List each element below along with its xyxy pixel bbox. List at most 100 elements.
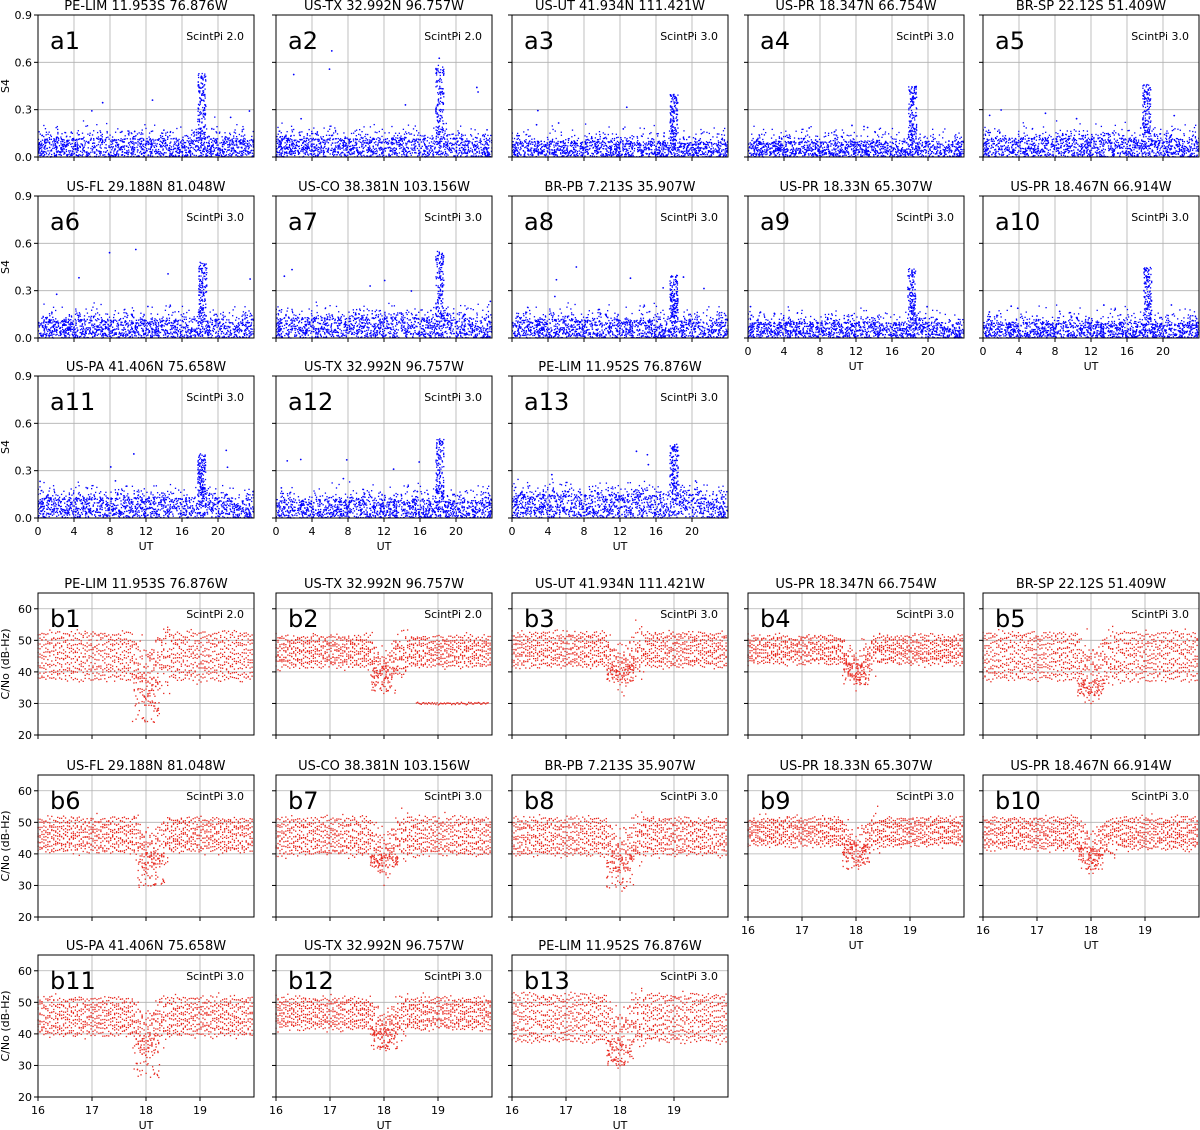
data-point bbox=[53, 154, 56, 156]
data-point bbox=[74, 144, 77, 147]
data-point bbox=[321, 138, 323, 140]
data-point bbox=[62, 143, 65, 145]
data-point bbox=[165, 147, 167, 149]
data-point bbox=[595, 149, 598, 151]
data-point bbox=[339, 146, 341, 148]
data-point bbox=[276, 148, 278, 150]
data-point bbox=[523, 131, 525, 133]
data-point bbox=[324, 145, 326, 148]
data-point bbox=[405, 136, 407, 139]
data-point bbox=[189, 152, 191, 154]
data-point bbox=[624, 126, 626, 128]
data-point bbox=[212, 146, 215, 149]
data-point bbox=[486, 129, 488, 131]
data-point bbox=[441, 101, 443, 104]
data-point bbox=[662, 150, 664, 152]
data-point bbox=[602, 132, 604, 134]
data-point bbox=[322, 150, 324, 152]
data-point bbox=[316, 131, 319, 133]
data-point bbox=[278, 143, 280, 145]
data-point bbox=[807, 153, 810, 155]
data-point bbox=[405, 155, 408, 157]
data-point bbox=[228, 137, 230, 139]
data-point bbox=[449, 137, 452, 140]
data-point bbox=[358, 146, 361, 149]
data-point bbox=[178, 143, 180, 145]
data-point bbox=[598, 130, 601, 133]
data-point bbox=[438, 146, 440, 148]
data-point bbox=[810, 125, 812, 128]
data-point bbox=[461, 139, 463, 141]
data-point bbox=[242, 125, 244, 128]
data-point bbox=[200, 151, 202, 154]
data-point bbox=[649, 143, 651, 145]
data-point bbox=[288, 144, 291, 146]
data-point bbox=[44, 128, 47, 130]
data-point bbox=[40, 150, 42, 153]
data-point bbox=[363, 150, 365, 153]
data-point bbox=[436, 69, 438, 72]
data-point bbox=[115, 154, 118, 156]
data-point bbox=[201, 121, 203, 123]
data-point bbox=[443, 72, 445, 74]
data-point bbox=[405, 132, 408, 135]
data-point bbox=[710, 150, 712, 153]
data-point bbox=[412, 138, 414, 140]
data-point bbox=[636, 135, 638, 138]
data-point bbox=[447, 142, 449, 144]
data-point bbox=[246, 145, 248, 147]
data-point bbox=[433, 148, 436, 150]
data-point bbox=[176, 145, 179, 147]
data-point bbox=[234, 140, 237, 142]
data-point bbox=[232, 147, 234, 149]
data-point bbox=[187, 135, 189, 138]
data-point bbox=[40, 153, 42, 155]
data-point bbox=[150, 130, 153, 133]
data-point bbox=[466, 155, 468, 157]
data-point bbox=[414, 142, 416, 145]
data-point bbox=[400, 143, 402, 146]
data-point bbox=[835, 151, 837, 153]
data-point bbox=[101, 138, 103, 140]
data-point bbox=[91, 149, 93, 151]
data-point bbox=[191, 129, 193, 131]
data-point bbox=[892, 155, 894, 157]
data-point bbox=[203, 147, 205, 150]
data-point bbox=[61, 148, 63, 150]
data-point bbox=[114, 131, 117, 133]
data-point bbox=[147, 141, 149, 143]
data-point bbox=[674, 101, 676, 103]
data-point bbox=[379, 147, 382, 149]
data-point bbox=[489, 141, 491, 143]
data-point bbox=[354, 130, 356, 132]
data-point bbox=[281, 138, 283, 140]
data-point bbox=[121, 153, 124, 156]
data-point bbox=[609, 151, 611, 153]
data-point bbox=[350, 150, 352, 152]
data-point bbox=[82, 153, 84, 155]
data-point bbox=[439, 153, 441, 156]
data-point bbox=[136, 133, 139, 135]
data-point bbox=[337, 151, 340, 153]
data-point bbox=[622, 128, 625, 130]
data-point bbox=[413, 134, 415, 136]
data-point bbox=[55, 126, 57, 129]
data-point bbox=[395, 137, 397, 139]
data-point bbox=[337, 148, 339, 150]
data-point bbox=[366, 155, 368, 157]
data-point bbox=[311, 145, 313, 147]
data-point bbox=[567, 152, 569, 154]
data-point bbox=[567, 145, 569, 147]
data-point bbox=[63, 148, 65, 150]
data-point bbox=[674, 135, 677, 138]
data-point bbox=[294, 146, 296, 149]
data-point bbox=[576, 139, 579, 142]
data-point bbox=[199, 103, 201, 105]
data-point bbox=[180, 142, 182, 144]
data-point bbox=[291, 139, 293, 141]
data-point bbox=[201, 72, 203, 75]
data-point bbox=[137, 144, 139, 146]
data-point bbox=[548, 148, 550, 150]
data-point bbox=[234, 129, 236, 131]
data-point bbox=[225, 154, 227, 157]
